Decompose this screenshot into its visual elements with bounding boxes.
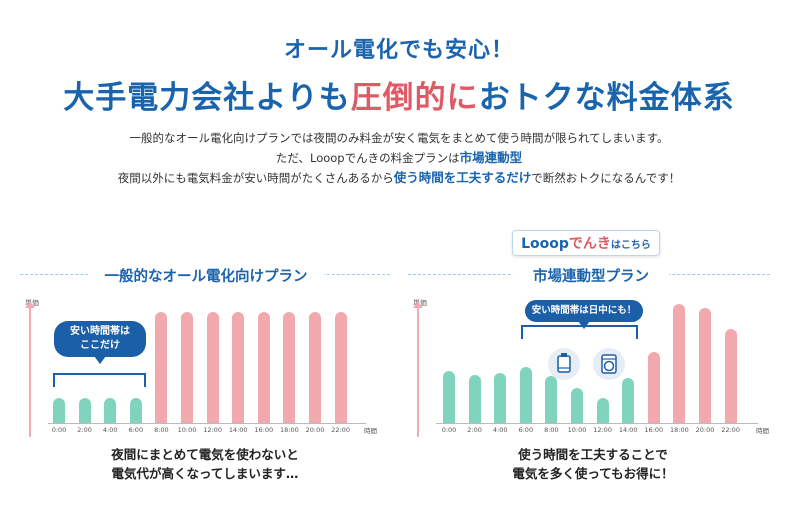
bar-600 bbox=[129, 398, 142, 423]
caption-line-2: 電気代が高くなってしまいます… bbox=[111, 466, 299, 481]
intro-line-3: 夜間以外にも電気料金が安い時間がたくさんあるから使う時間を工夫するだけで断然おト… bbox=[0, 168, 798, 188]
bar-1600 bbox=[257, 311, 270, 423]
intro-line-2-text: ただ、Looopでんきの料金プランは bbox=[275, 151, 460, 165]
dryer-icon bbox=[548, 348, 580, 380]
market-plan-title: 市場連動型プラン bbox=[513, 265, 669, 286]
bar-200 bbox=[78, 398, 91, 423]
bar-400 bbox=[104, 398, 117, 423]
tick-label: 2:00 bbox=[467, 426, 482, 434]
y-axis-arrow-icon bbox=[25, 301, 35, 437]
hero-kicker: オール電化でも安心！ bbox=[283, 38, 514, 63]
bar-2000 bbox=[309, 311, 321, 423]
tick-label: 8:00 bbox=[154, 426, 169, 434]
intro-line-3-post: で断然おトクになるんです！ bbox=[531, 171, 681, 185]
tick-label: 10:00 bbox=[177, 426, 197, 434]
bar-1600 bbox=[647, 352, 660, 423]
market-plan-caption: 使う時間を工夫することで 電気を多く使ってもお得に！ bbox=[408, 445, 778, 483]
cheap-time-bubble: 安い時間帯は ここだけ bbox=[54, 321, 146, 364]
standard-plan-panel: 一般的なオール電化向けプラン 単価 時間 0:002:004:006:008:0… bbox=[20, 225, 390, 495]
tick-label: 8:00 bbox=[544, 426, 559, 434]
bar-1800 bbox=[673, 304, 686, 423]
headline-pre: 大手電力会社よりも bbox=[63, 80, 351, 116]
bar-2200 bbox=[724, 329, 737, 423]
intro-line-3-text: 夜間以外にも電気料金が安い時間がたくさんあるから bbox=[117, 171, 394, 185]
intro-line-1: 一般的なオール電化向けプランでは夜間のみ料金が安く電気をまとめて使う時間が限られ… bbox=[129, 131, 669, 145]
tick-label: 0:00 bbox=[51, 426, 67, 434]
logo-brand-red: でんき bbox=[568, 236, 611, 252]
looop-denki-link-button[interactable]: Looopでんきはこちら bbox=[512, 230, 660, 256]
bar-2200 bbox=[334, 311, 347, 423]
logo-brand: Looop bbox=[521, 236, 569, 252]
cheap-time-bubble: 安い時間帯は日中にも！ bbox=[525, 300, 643, 329]
bar-1000 bbox=[571, 387, 583, 423]
intro-text: 一般的なオール電化向けプランでは夜間のみ料金が安く電気をまとめて使う時間が限られ… bbox=[0, 128, 798, 188]
tick-label: 14:00 bbox=[228, 426, 248, 434]
tick-label: 10:00 bbox=[567, 426, 587, 434]
bar-1800 bbox=[283, 311, 296, 423]
tick-label: 16:00 bbox=[644, 426, 664, 434]
x-axis bbox=[48, 423, 366, 424]
tick-label: 22:00 bbox=[721, 426, 740, 434]
intro-line-2: ただ、Looopでんきの料金プランは市場連動型 bbox=[0, 148, 798, 168]
bar-600 bbox=[519, 366, 532, 423]
bar-000 bbox=[443, 370, 455, 423]
x-axis bbox=[436, 423, 758, 424]
tick-label: 12:00 bbox=[593, 426, 612, 434]
x-axis-label: 時間 bbox=[756, 427, 769, 435]
bar-1400 bbox=[622, 378, 635, 423]
bar-800 bbox=[545, 376, 558, 423]
tick-label: 20:00 bbox=[695, 426, 715, 434]
tick-label: 12:00 bbox=[203, 426, 222, 434]
caption-line-1: 使う時間を工夫することで bbox=[518, 447, 668, 462]
headline-accent: 圧倒的に bbox=[350, 80, 479, 116]
tick-label: 16:00 bbox=[254, 426, 274, 434]
bar-200 bbox=[468, 375, 481, 423]
caption-line-2: 電気を多く使ってもお得に！ bbox=[512, 466, 674, 481]
tick-label: 14:00 bbox=[618, 426, 638, 434]
bar-2000 bbox=[699, 308, 711, 423]
bar-1200 bbox=[596, 398, 609, 423]
tick-label: 2:00 bbox=[77, 426, 92, 434]
y-axis-arrow-icon bbox=[413, 301, 423, 437]
tick-label: 4:00 bbox=[492, 426, 508, 434]
tick-label: 4:00 bbox=[102, 426, 118, 434]
tick-label: 18:00 bbox=[670, 426, 689, 434]
market-plan-panel: 市場連動型プラン 単価 時間 0:002:004:006:008:0010:00… bbox=[408, 225, 778, 495]
bar-1400 bbox=[232, 311, 245, 423]
intro-line-2-highlight: 市場連動型 bbox=[459, 150, 523, 165]
washing-machine-icon bbox=[593, 348, 625, 380]
tick-label: 20:00 bbox=[305, 426, 325, 434]
bar-000 bbox=[53, 398, 65, 423]
bar-1200 bbox=[206, 311, 219, 423]
x-axis-label: 時間 bbox=[364, 427, 377, 435]
cheap-range-bracket bbox=[53, 373, 146, 387]
bubble-line-2: ここだけ bbox=[80, 340, 120, 351]
bar-400 bbox=[494, 373, 507, 423]
tick-label: 6:00 bbox=[518, 426, 534, 434]
bubble-line-1: 安い時間帯は bbox=[70, 326, 130, 337]
bar-1000 bbox=[181, 311, 193, 423]
caption-line-1: 夜間にまとめて電気を使わないと bbox=[111, 447, 299, 462]
standard-plan-title: 一般的なオール電化向けプラン bbox=[88, 265, 324, 286]
tick-label: 0:00 bbox=[441, 426, 457, 434]
headline-post: おトクな料金体系 bbox=[478, 80, 735, 116]
tick-label: 22:00 bbox=[331, 426, 350, 434]
logo-suffix: はこちら bbox=[610, 240, 651, 251]
hero-headline: 大手電力会社よりも圧倒的におトクな料金体系 bbox=[0, 72, 798, 117]
intro-line-3-highlight: 使う時間を工夫するだけ bbox=[393, 170, 532, 185]
bar-800 bbox=[155, 311, 168, 423]
standard-plan-caption: 夜間にまとめて電気を使わないと 電気代が高くなってしまいます… bbox=[20, 445, 390, 483]
tick-label: 6:00 bbox=[128, 426, 144, 434]
tick-label: 18:00 bbox=[280, 426, 299, 434]
